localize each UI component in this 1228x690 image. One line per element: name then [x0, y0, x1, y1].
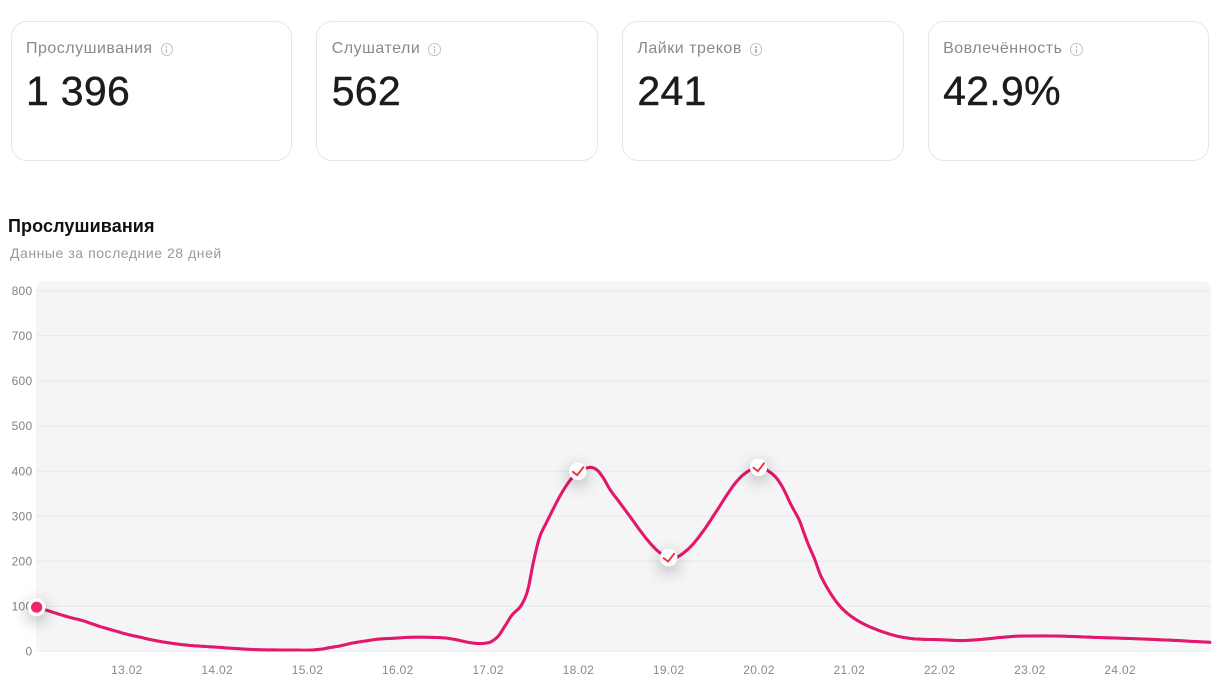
svg-text:500: 500 [12, 419, 33, 433]
svg-text:23.02: 23.02 [1014, 663, 1046, 677]
svg-text:24.02: 24.02 [1104, 663, 1136, 677]
svg-text:400: 400 [12, 464, 33, 478]
svg-text:16.02: 16.02 [382, 663, 414, 677]
svg-text:21.02: 21.02 [834, 663, 866, 677]
svg-text:15.02: 15.02 [292, 663, 324, 677]
svg-text:700: 700 [12, 329, 33, 343]
svg-text:17.02: 17.02 [472, 663, 504, 677]
svg-text:18.02: 18.02 [563, 663, 595, 677]
svg-text:800: 800 [12, 284, 33, 298]
svg-text:100: 100 [12, 600, 33, 614]
svg-text:20.02: 20.02 [743, 663, 775, 677]
svg-text:600: 600 [12, 374, 33, 388]
svg-text:13.02: 13.02 [111, 663, 143, 677]
svg-text:14.02: 14.02 [201, 663, 233, 677]
svg-text:0: 0 [26, 644, 33, 658]
svg-text:22.02: 22.02 [924, 663, 956, 677]
svg-text:300: 300 [12, 509, 33, 523]
svg-text:200: 200 [12, 554, 33, 568]
svg-text:19.02: 19.02 [653, 663, 685, 677]
